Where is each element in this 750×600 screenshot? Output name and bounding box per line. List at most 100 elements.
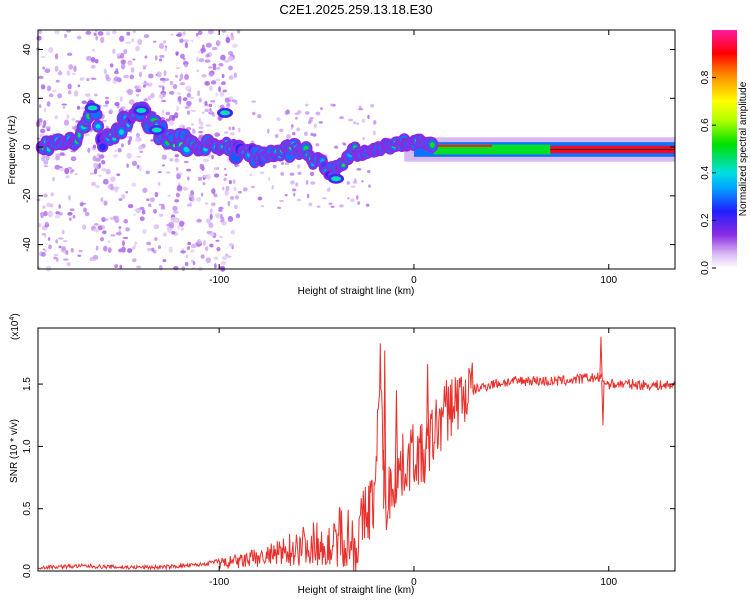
spectrogram-noise-blob — [48, 93, 54, 98]
spectrogram-noise-blob — [230, 34, 235, 41]
spectrogram-noise-blob — [362, 137, 365, 141]
spectrogram-x-tick-label: 100 — [600, 275, 617, 286]
spectrogram-noise-blob — [46, 202, 51, 208]
spectrogram-noise-blob — [157, 245, 162, 249]
spectrogram-noise-blob — [135, 136, 141, 143]
snr-spike — [425, 364, 430, 449]
spectrogram-noise-blob — [227, 200, 231, 207]
spectrogram-noise-blob — [281, 161, 284, 166]
spectrogram-noise-blob — [138, 165, 142, 172]
spectrogram-noise-blob — [199, 163, 203, 170]
spectrogram-noise-blob — [179, 82, 186, 86]
spectrogram-noise-blob — [223, 168, 227, 171]
spectrogram-noise-blob — [57, 93, 63, 99]
spectrogram-noise-blob — [83, 207, 87, 213]
spectrogram-noise-blob — [295, 116, 298, 120]
spectrogram-noise-blob — [223, 131, 229, 134]
spectrogram-noise-blob — [161, 164, 165, 167]
spectrogram-noise-blob — [293, 192, 296, 197]
spectrogram-noise-blob — [73, 90, 79, 97]
spectrogram-y-label: Frequency (Hz) — [7, 116, 18, 185]
spectrogram-noise-blob — [110, 176, 116, 182]
spectrogram-noise-blob — [41, 156, 46, 162]
spectrogram-noise-blob — [154, 191, 159, 198]
spectrogram-noise-blob — [166, 223, 173, 227]
spectrogram-noise-blob — [205, 257, 212, 264]
spectrogram-noise-blob — [358, 108, 364, 111]
spectrogram-noise-blob — [355, 194, 359, 200]
spectrogram-noise-blob — [92, 155, 97, 162]
spectrogram-noise-blob — [86, 55, 92, 61]
spectrogram-noise-blob — [77, 84, 81, 88]
spectrogram-noise-blob — [170, 216, 177, 224]
spectrogram-noise-blob — [297, 171, 302, 175]
spectrogram-noise-blob — [72, 214, 76, 219]
snr-x-tick-label: -100 — [209, 577, 229, 588]
spectrogram-noise-blob — [174, 74, 179, 78]
spectrogram-noise-blob — [54, 115, 59, 120]
spectrogram-noise-blob — [168, 246, 174, 253]
spectrogram-noise-blob — [135, 94, 140, 97]
spectrogram-noise-blob — [97, 31, 104, 36]
spectrogram-patch-core — [151, 127, 162, 133]
spectrogram-noise-blob — [226, 102, 231, 107]
spectrogram-noise-blob — [315, 111, 321, 116]
spectrogram-noise-blob — [77, 254, 82, 257]
spectrogram-noise-blob — [147, 95, 152, 101]
spectrogram-noise-blob — [208, 85, 213, 91]
spectrogram-noise-blob — [267, 128, 270, 134]
snr-plot-area — [38, 328, 675, 571]
spectrogram-noise-blob — [142, 84, 146, 88]
spectrogram-noise-blob — [304, 103, 308, 107]
spectrogram-noise-blob — [105, 31, 111, 36]
spectrogram-noise-blob — [208, 66, 213, 69]
spectrogram-noise-blob — [64, 167, 70, 175]
spectrogram-noise-blob — [172, 83, 178, 90]
spectrogram-noise-blob — [126, 152, 132, 159]
spectrogram-noise-blob — [101, 225, 106, 230]
spectrogram-noise-blob — [226, 255, 232, 258]
spectrogram-noise-blob — [165, 111, 171, 116]
spectrogram-noise-blob — [178, 220, 185, 227]
spectrogram-noise-blob — [229, 132, 235, 136]
spectrogram-noise-blob — [209, 243, 214, 248]
spectrogram-noise-blob — [48, 47, 54, 54]
spectrogram-noise-blob — [221, 73, 225, 79]
spectrogram-noise-blob — [348, 118, 353, 122]
spectrogram-noise-blob — [205, 124, 212, 127]
spectrogram-noise-blob — [276, 206, 282, 209]
spectrogram-noise-blob — [221, 221, 227, 226]
spectrogram-noise-blob — [361, 180, 364, 183]
spectrogram-noise-blob — [134, 85, 140, 90]
spectrogram-noise-blob — [71, 72, 76, 76]
spectrogram-noise-blob — [46, 128, 51, 132]
spectrogram-noise-blob — [354, 178, 357, 183]
spectrogram-noise-blob — [55, 239, 58, 244]
spectrogram-noise-blob — [257, 196, 263, 201]
spectrogram-noise-blob — [172, 205, 178, 212]
spectrogram-noise-blob — [157, 181, 161, 186]
spectrogram-noise-blob — [95, 35, 99, 41]
spectrogram-noise-blob — [175, 192, 180, 198]
spectrogram-noise-blob — [204, 100, 208, 106]
spectrogram-noise-blob — [55, 79, 60, 83]
spectrogram-noise-blob — [169, 225, 174, 229]
spectrogram-noise-blob — [201, 73, 207, 78]
spectrogram-noise-blob — [125, 227, 131, 232]
spectrogram-noise-blob — [54, 164, 61, 170]
spectrogram-noise-blob — [65, 175, 70, 179]
spectrogram-noise-blob — [208, 103, 213, 108]
spectrogram-noise-blob — [326, 188, 331, 192]
spectrogram-noise-blob — [95, 245, 99, 251]
spectrogram-noise-blob — [228, 219, 234, 222]
spectrogram-noise-blob — [200, 121, 204, 127]
spectrogram-noise-blob — [174, 199, 180, 203]
spectrogram-noise-blob — [186, 203, 193, 207]
spectrogram-noise-blob — [211, 188, 216, 195]
spectrogram-noise-blob — [186, 92, 191, 98]
spectrogram-noise-blob — [85, 30, 92, 35]
spectrogram-noise-blob — [313, 123, 317, 128]
spectrogram-x-label: Height of straight line (km) — [298, 286, 415, 297]
spectrogram-noise-blob — [190, 249, 195, 253]
spectrogram-noise-blob — [216, 246, 221, 252]
